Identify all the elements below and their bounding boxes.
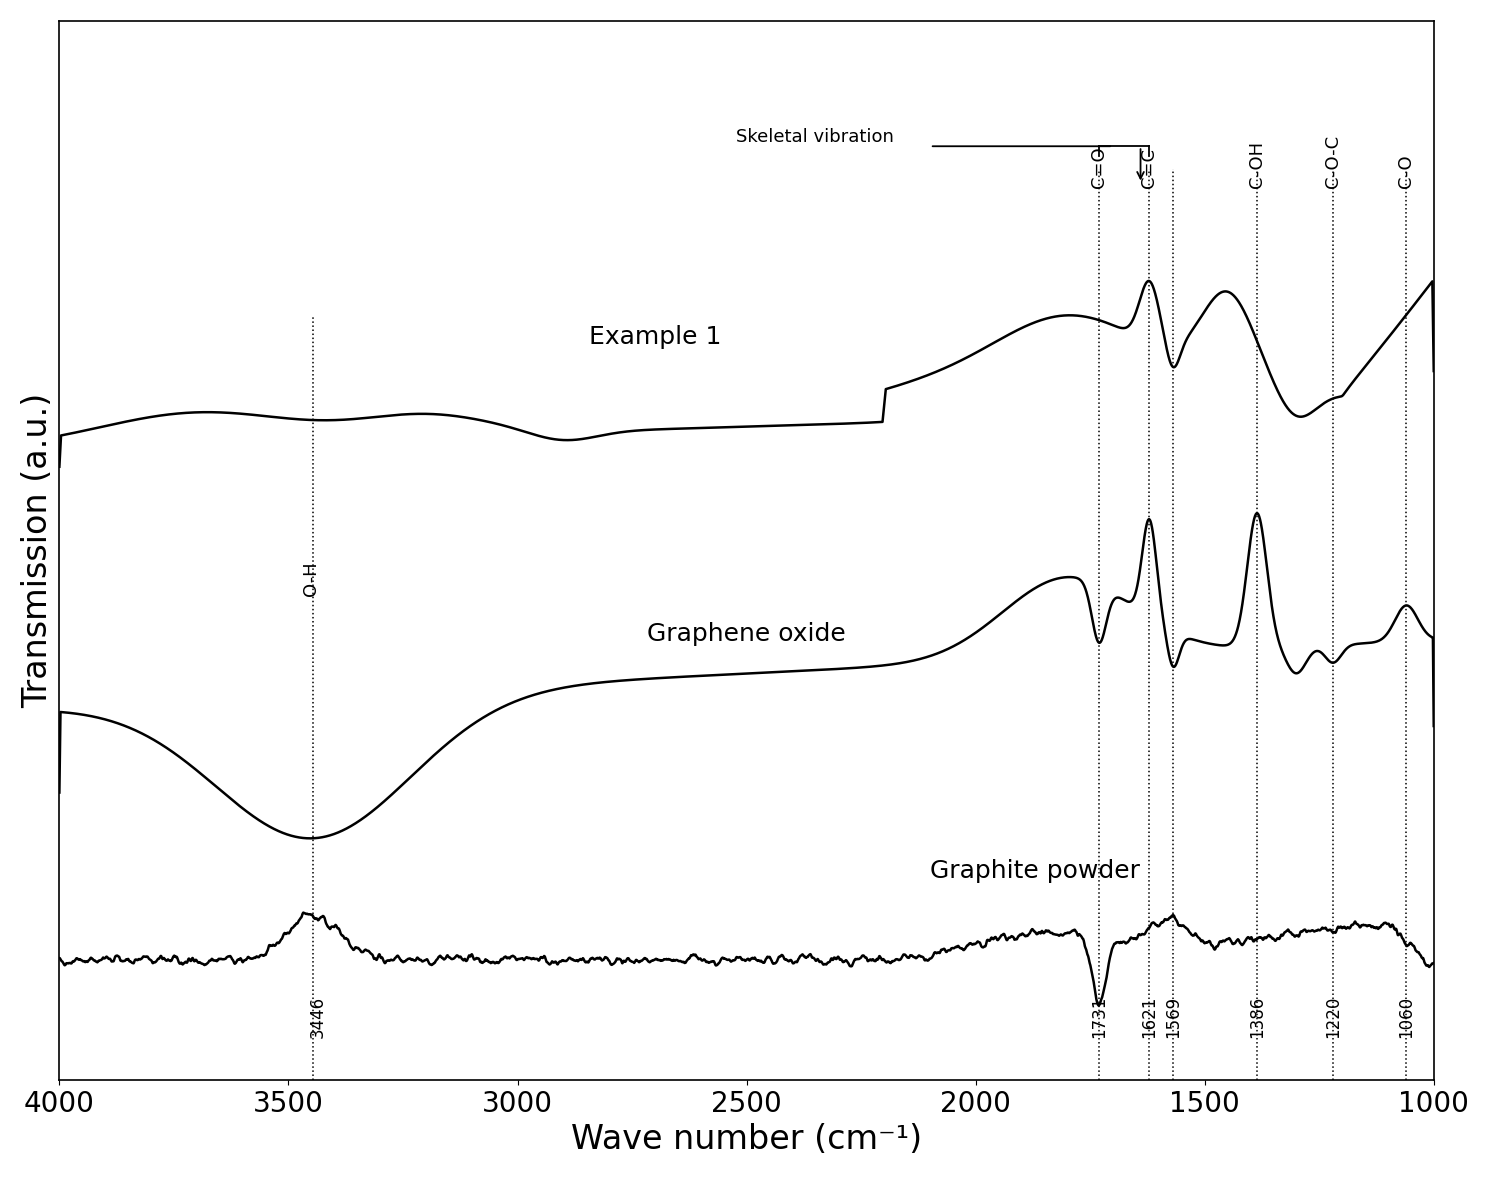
Text: O-H: O-H xyxy=(302,561,320,596)
Text: C-O: C-O xyxy=(1398,154,1416,188)
Text: 1621: 1621 xyxy=(1140,996,1158,1038)
Text: 1386: 1386 xyxy=(1249,996,1266,1038)
Y-axis label: Transmission (a.u.): Transmission (a.u.) xyxy=(21,393,54,709)
Text: C=O: C=O xyxy=(1089,146,1109,188)
Text: Skeletal vibration: Skeletal vibration xyxy=(736,128,894,146)
Text: 1060: 1060 xyxy=(1398,996,1416,1038)
Text: 1569: 1569 xyxy=(1164,996,1182,1038)
Text: C-OH: C-OH xyxy=(1249,141,1266,188)
Text: 1220: 1220 xyxy=(1325,996,1342,1038)
Text: C-O-C: C-O-C xyxy=(1325,135,1342,188)
Text: C=C: C=C xyxy=(1140,148,1158,188)
X-axis label: Wave number (cm⁻¹): Wave number (cm⁻¹) xyxy=(571,1123,922,1156)
Text: Example 1: Example 1 xyxy=(589,325,721,348)
Text: Graphene oxide: Graphene oxide xyxy=(647,621,846,646)
Text: 1731: 1731 xyxy=(1089,996,1109,1038)
Text: 3446: 3446 xyxy=(308,996,326,1038)
Text: Graphite powder: Graphite powder xyxy=(930,859,1140,883)
